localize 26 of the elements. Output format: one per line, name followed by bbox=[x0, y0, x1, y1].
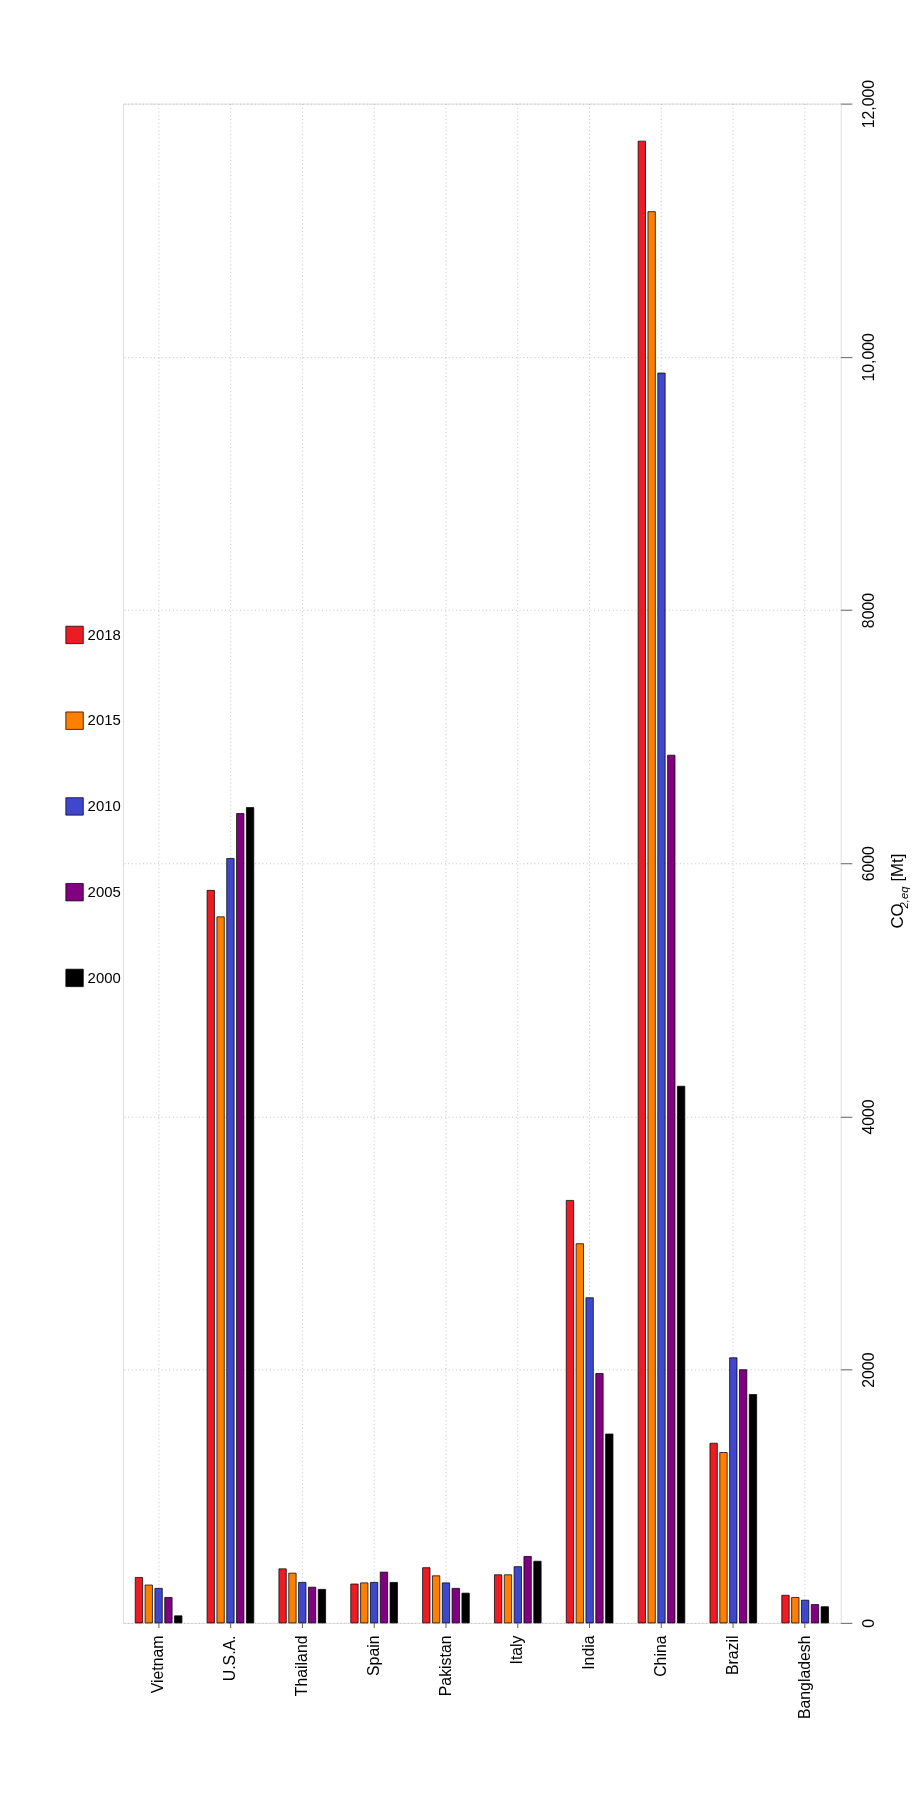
y-tick-label: 8000 bbox=[859, 592, 877, 629]
bar bbox=[494, 1574, 503, 1624]
y-tick-label: 12,000 bbox=[859, 79, 877, 129]
x-tick-label: China bbox=[652, 1635, 670, 1677]
legend-label: 2010 bbox=[87, 798, 121, 815]
x-tick-label: Italy bbox=[508, 1635, 526, 1665]
x-tick-label: Vietnam bbox=[149, 1635, 167, 1694]
legend-label: 2005 bbox=[87, 883, 121, 900]
bar bbox=[317, 1588, 326, 1624]
y-tick-label: 6000 bbox=[859, 845, 877, 882]
x-tick-label: Pakistan bbox=[436, 1635, 454, 1697]
y-axis-title: CO2,eq [Mt] bbox=[888, 853, 910, 929]
legend-label: 2018 bbox=[87, 626, 121, 643]
legend-label: 2000 bbox=[87, 969, 121, 986]
y-tick-label: 0 bbox=[859, 1618, 877, 1628]
x-tick-label: U.S.A. bbox=[221, 1635, 239, 1682]
x-tick-label: India bbox=[580, 1635, 598, 1670]
y-tick-label: 10,000 bbox=[859, 332, 877, 382]
y-tick-label: 4000 bbox=[859, 1099, 877, 1135]
y-tick-label: 2000 bbox=[859, 1352, 877, 1388]
x-tick-label: Thailand bbox=[292, 1635, 310, 1697]
x-tick-label: Brazil bbox=[723, 1635, 741, 1676]
x-tick-label: Spain bbox=[364, 1635, 382, 1676]
x-tick-label: Bangladesh bbox=[795, 1635, 813, 1720]
bar bbox=[748, 1394, 758, 1624]
legend-label: 2015 bbox=[87, 712, 121, 729]
